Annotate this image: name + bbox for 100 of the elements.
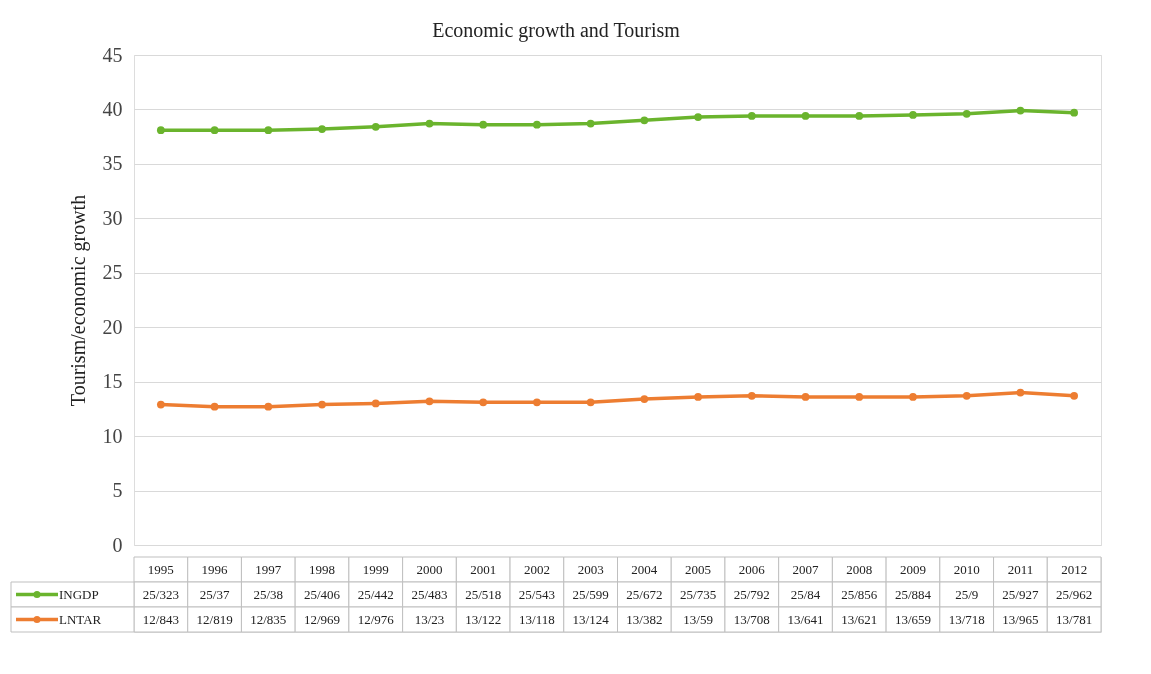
x-tick-label: 1999 [362,561,389,577]
data-label: 13/781 [1056,611,1093,627]
data-label: 25/442 [357,586,394,602]
data-label: 25/792 [733,586,770,602]
data-label: 25/9 [955,586,979,602]
point [801,393,810,401]
point [156,400,165,409]
data-label: 13/118 [519,611,555,627]
point [855,393,864,401]
data-label: 13/382 [626,611,663,627]
data-label: 12/843 [142,611,179,627]
chart-title: Economic growth and Tourism [432,18,681,42]
x-tick-label: 2011 [1007,561,1034,577]
y-tick-label: 30 [102,206,123,229]
x-tick-label: 2001 [470,561,497,577]
x-tick-label: 2012 [1061,561,1088,577]
point [801,112,810,120]
point [909,111,917,119]
x-tick-label: 1997 [255,561,282,577]
y-axis-title: Tourism/economic growth [66,194,90,407]
data-label: 12/969 [303,611,341,627]
data-label: 25/323 [142,586,179,602]
x-tick-label: 2005 [685,561,712,577]
data-label: 25/856 [841,586,878,602]
data-label: 25/884 [894,586,932,602]
x-tick-label: 1995 [147,561,174,577]
data-label: 13/124 [572,611,610,627]
legend-label: INGDP [59,586,99,602]
data-label: 13/641 [787,611,824,627]
point [1070,108,1079,117]
x-tick-label: 2000 [416,561,443,577]
point [156,126,165,134]
point [371,123,380,131]
data-label: 12/976 [357,611,395,627]
y-tick-label: 10 [102,424,123,447]
y-tick-label: 40 [102,97,123,120]
point [640,116,649,125]
point [425,397,434,406]
data-label: 13/718 [948,611,985,627]
data-label: 25/38 [253,586,284,602]
y-tick-label: 45 [102,43,123,66]
data-label: 25/672 [626,586,663,602]
y-tick-label: 25 [102,261,123,284]
point [210,126,219,134]
point [694,113,702,121]
data-label: 12/819 [196,611,233,627]
data-label: 25/927 [1002,586,1039,602]
point [264,402,273,411]
legend-label: LNTAR [59,611,102,627]
point [962,109,971,118]
data-label: 13/621 [841,611,878,627]
point [747,112,756,120]
x-tick-label: 2006 [738,561,766,577]
x-tick-label: 1996 [201,561,229,577]
point [318,400,326,409]
point [962,391,971,400]
point [1016,388,1025,397]
y-tick-label: 0 [112,533,123,556]
point [909,393,917,401]
data-label: 25/84 [790,586,821,602]
data-label: 25/735 [680,586,717,602]
point [1070,391,1079,400]
point [1016,106,1025,115]
x-tick-label: 2008 [846,561,873,577]
y-tick-label: 20 [102,315,123,338]
point [479,398,488,407]
data-label: 25/599 [572,586,609,602]
y-tick-label: 5 [112,479,123,502]
data-label: 25/483 [411,586,448,602]
data-label: 25/962 [1056,586,1093,602]
point [855,112,864,120]
point [640,395,649,403]
x-tick-label: 2003 [577,561,604,577]
point [264,126,273,134]
data-label: 13/659 [894,611,932,627]
data-label: 13/708 [733,611,770,627]
x-tick-label: 2007 [792,561,820,577]
x-tick-label: 1998 [309,561,336,577]
data-label: 25/37 [199,586,230,602]
point [479,120,488,129]
point [210,402,219,411]
point [318,125,326,133]
x-tick-label: 2004 [631,561,658,577]
x-tick-label: 2002 [523,561,550,577]
data-label: 13/122 [465,611,502,627]
data-label: 25/518 [465,586,502,602]
y-tick-label: 35 [102,152,123,175]
point [371,399,380,408]
point [747,391,756,400]
data-label: 13/965 [1002,611,1039,627]
point [586,119,595,128]
x-tick-label: 2009 [899,561,926,577]
point [533,398,541,407]
x-tick-label: 2010 [953,561,980,577]
data-label: 12/835 [250,611,287,627]
point [533,120,541,129]
point [694,393,702,401]
y-tick-label: 15 [102,370,123,393]
point [425,119,434,128]
data-label: 13/23 [414,611,445,627]
